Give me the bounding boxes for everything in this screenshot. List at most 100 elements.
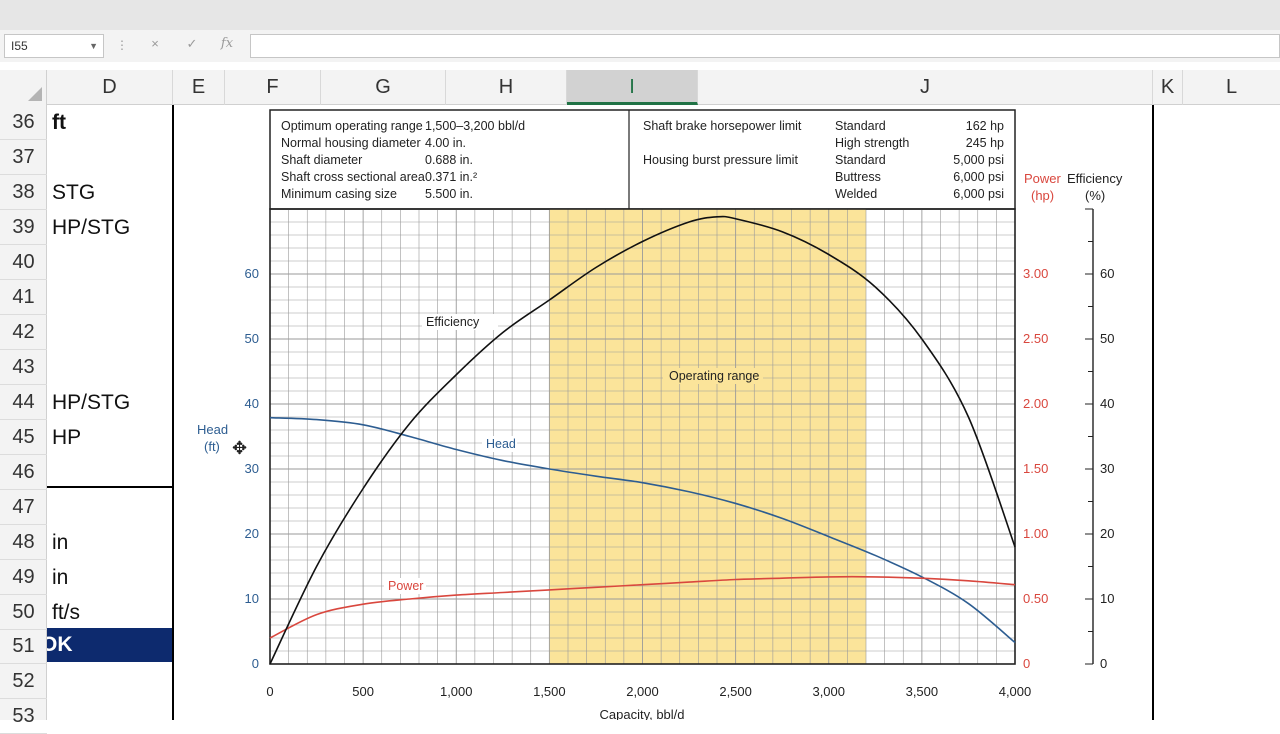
cancel-icon[interactable]: × <box>151 36 159 51</box>
info-table-box <box>269 109 1016 210</box>
efficiency-axis-tick-label: 0 <box>1100 656 1107 671</box>
head-axis-tick-label: 60 <box>245 266 259 281</box>
operating-range-band <box>549 209 866 664</box>
x-axis-tick-label: 1,500 <box>533 684 566 699</box>
column-header-d[interactable]: D <box>47 70 173 105</box>
row-header-40[interactable]: 40 <box>0 245 47 280</box>
column-header-l[interactable]: L <box>1225 76 1238 98</box>
row-header-47[interactable]: 47 <box>0 490 47 525</box>
row-header-50[interactable]: 50 <box>0 595 47 630</box>
operating-range-label-bg <box>663 368 763 384</box>
head-curve-label: Head <box>486 437 516 451</box>
cell-d51-status[interactable]: OK <box>47 628 173 662</box>
cell-d51-value: OK <box>47 633 73 656</box>
row-header-37[interactable]: 37 <box>0 140 47 175</box>
chart-svg: Optimum operating range Normal housing di… <box>197 109 1123 720</box>
name-box-dropdown-icon[interactable]: ▼ <box>89 41 98 51</box>
power-axis-label: Power <box>1024 171 1062 186</box>
power-axis-tick-label: 0 <box>1023 656 1030 671</box>
row-header-36[interactable]: 36 <box>0 105 47 140</box>
cell-d50[interactable]: ft/s <box>52 601 81 624</box>
cell-d38[interactable]: STG <box>52 181 96 204</box>
row-header-bar: 36 37 38 39 40 41 42 43 44 45 46 47 48 4… <box>0 105 47 734</box>
info-left-value: 4.00 in. <box>425 136 466 150</box>
info-right-value: 6,000 psi <box>953 170 1004 184</box>
row-header-38[interactable]: 38 <box>0 175 47 210</box>
info-right-type: High strength <box>835 136 909 150</box>
column-header-i[interactable]: I <box>567 70 698 105</box>
series-line-power <box>269 575 1016 639</box>
info-right-label: Shaft brake horsepower limit <box>643 119 802 133</box>
power-curve-label-bg <box>384 578 426 594</box>
column-header-k[interactable]: K <box>1153 70 1183 105</box>
row-header-44[interactable]: 44 <box>0 385 47 420</box>
formula-input[interactable] <box>250 34 1280 58</box>
head-axis-tick-label: 40 <box>245 396 259 411</box>
pump-performance-chart[interactable]: Optimum operating range Normal housing di… <box>175 105 1152 720</box>
row-header-52[interactable]: 52 <box>0 664 47 699</box>
row-header-39[interactable]: 39 <box>0 210 47 245</box>
row-header-53[interactable]: 53 <box>0 699 47 734</box>
series-line-efficiency <box>269 215 1016 665</box>
series-line-head <box>269 416 1016 644</box>
head-axis-tick-label: 20 <box>245 526 259 541</box>
row-header-41[interactable]: 41 <box>0 280 47 315</box>
info-right-type: Buttress <box>835 170 881 184</box>
formula-bar-separator-icon: ⋮ <box>116 38 128 52</box>
info-right-value: 5,000 psi <box>953 153 1004 167</box>
power-axis-tick-label: 0.50 <box>1023 591 1048 606</box>
insert-function-icon[interactable]: fx <box>220 36 234 51</box>
head-axis-label: Head <box>197 422 228 437</box>
ribbon-band <box>0 0 1280 30</box>
cell-d44[interactable]: HP/STG <box>52 391 131 414</box>
name-box[interactable]: I55 ▼ <box>4 34 104 58</box>
efficiency-axis-tick-label: 30 <box>1100 461 1114 476</box>
head-axis-unit: (ft) <box>204 439 220 454</box>
enter-icon[interactable]: ✓ <box>186 36 198 51</box>
row-header-46[interactable]: 46 <box>0 455 47 490</box>
cell-d48[interactable]: in <box>52 531 69 554</box>
info-left-value: 5.500 in. <box>425 187 473 201</box>
column-header-h[interactable]: H <box>446 70 567 105</box>
info-right-value: 245 hp <box>966 136 1004 150</box>
column-header-e[interactable]: E <box>173 70 225 105</box>
info-left-value: 0.688 in. <box>425 153 473 167</box>
column-header-f[interactable]: F <box>225 70 321 105</box>
plot-frame <box>269 208 1016 665</box>
column-header-j[interactable]: J <box>698 70 1153 105</box>
efficiency-axis-tick-label: 20 <box>1100 526 1114 541</box>
cell-d39[interactable]: HP/STG <box>52 216 131 239</box>
head-axis-tick-label: 0 <box>252 656 259 671</box>
row-header-45[interactable]: 45 <box>0 420 47 455</box>
info-right-value: 162 hp <box>966 119 1004 133</box>
row-header-48[interactable]: 48 <box>0 525 47 560</box>
x-axis-label: Capacity, bbl/d <box>599 707 684 720</box>
x-axis-tick-label: 4,000 <box>999 684 1032 699</box>
x-axis-tick-label: 2,000 <box>626 684 659 699</box>
row-header-49[interactable]: 49 <box>0 560 47 595</box>
cell-d45[interactable]: HP <box>52 426 82 449</box>
cell-d36[interactable]: ft <box>52 111 66 134</box>
row-header-43[interactable]: 43 <box>0 350 47 385</box>
formula-bar: I55 ▼ ⋮ × ✓ fx <box>0 30 1280 62</box>
info-left-label: Shaft cross sectional area <box>281 170 425 184</box>
cell-border-right <box>1152 105 1154 720</box>
column-header-g[interactable]: G <box>321 70 446 105</box>
power-axis-tick-label: 1.50 <box>1023 461 1048 476</box>
row-header-51[interactable]: 51 <box>0 629 47 664</box>
power-axis-unit: (hp) <box>1031 188 1054 203</box>
select-all-button[interactable] <box>0 70 47 105</box>
x-axis-tick-label: 3,500 <box>906 684 939 699</box>
info-right-type: Standard <box>835 119 886 133</box>
info-left-label: Shaft diameter <box>281 153 362 167</box>
head-curve-label-bg <box>482 436 518 452</box>
cell-d49[interactable]: in <box>52 566 69 589</box>
info-left-value: 0.371 in.² <box>425 170 477 184</box>
efficiency-axis-label: Efficiency <box>1067 171 1123 186</box>
column-header-bar: D E F G H I J K L <box>0 70 1280 105</box>
info-left-label: Normal housing diameter <box>281 136 421 150</box>
head-axis-tick-label: 10 <box>245 591 259 606</box>
head-axis-tick-label: 50 <box>245 331 259 346</box>
row-header-42[interactable]: 42 <box>0 315 47 350</box>
cell-border-line <box>47 486 173 488</box>
